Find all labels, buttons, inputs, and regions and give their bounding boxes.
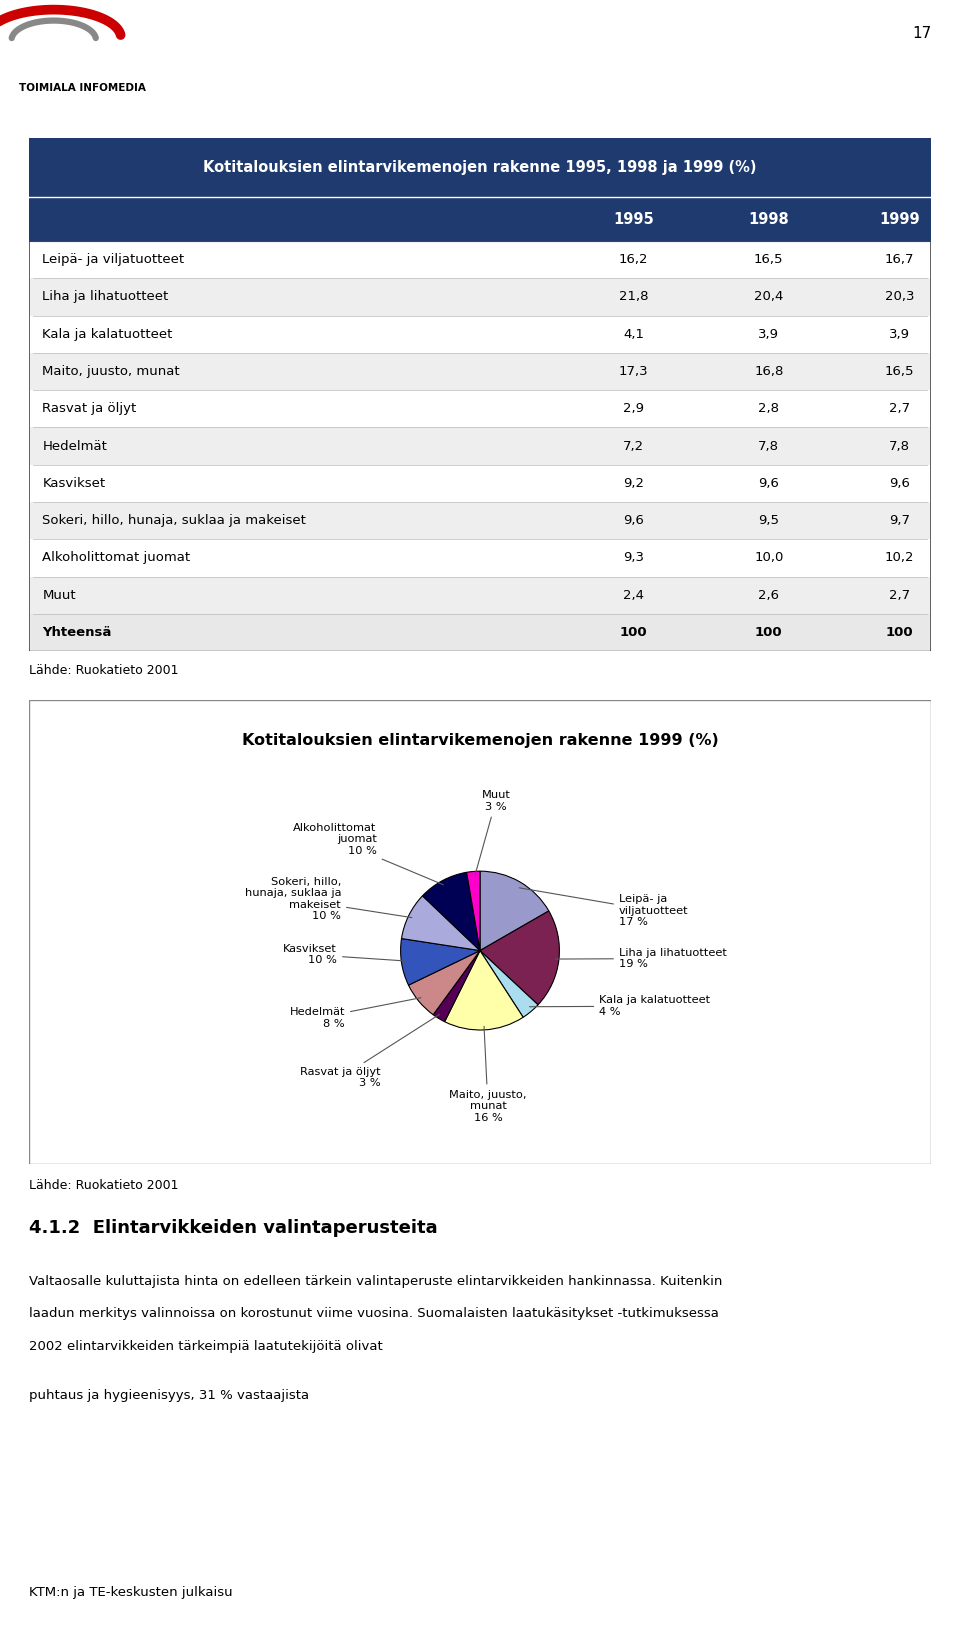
Bar: [30, 501, 930, 539]
Text: 16,8: 16,8: [755, 365, 783, 378]
Bar: [29, 138, 931, 197]
Text: Kala ja kalatuotteet: Kala ja kalatuotteet: [42, 327, 173, 340]
Text: KTM:n ja TE-keskusten julkaisu: KTM:n ja TE-keskusten julkaisu: [29, 1586, 232, 1599]
Text: 9,2: 9,2: [623, 477, 644, 490]
Text: Hedelmät
8 %: Hedelmät 8 %: [290, 998, 421, 1029]
Bar: [30, 614, 930, 651]
Text: Kala ja kalatuotteet
4 %: Kala ja kalatuotteet 4 %: [530, 995, 710, 1018]
Text: Lähde: Ruokatieto 2001: Lähde: Ruokatieto 2001: [29, 1179, 179, 1192]
Wedge shape: [480, 912, 560, 1004]
Text: Liha ja lihatuotteet
19 %: Liha ja lihatuotteet 19 %: [555, 947, 727, 969]
Text: 17,3: 17,3: [618, 365, 648, 378]
Bar: [30, 428, 930, 464]
Text: 16,2: 16,2: [618, 252, 648, 265]
Wedge shape: [401, 895, 480, 951]
Bar: [30, 278, 930, 316]
Text: 3,9: 3,9: [758, 327, 780, 340]
Text: Liha ja lihatuotteet: Liha ja lihatuotteet: [42, 290, 169, 303]
Text: Valtaosalle kuluttajista hinta on edelleen tärkein valintaperuste elintarvikkeid: Valtaosalle kuluttajista hinta on edelle…: [29, 1275, 722, 1288]
Text: 1999: 1999: [879, 212, 920, 226]
Text: 4,1: 4,1: [623, 327, 644, 340]
Text: Alkoholittomat juomat: Alkoholittomat juomat: [42, 552, 190, 565]
Bar: [30, 353, 930, 391]
Wedge shape: [480, 951, 538, 1018]
Text: Kotitalouksien elintarvikemenojen rakenne 1995, 1998 ja 1999 (%): Kotitalouksien elintarvikemenojen rakenn…: [204, 161, 756, 176]
Text: 4.1.2  Elintarvikkeiden valintaperusteita: 4.1.2 Elintarvikkeiden valintaperusteita: [29, 1218, 438, 1237]
Text: 16,7: 16,7: [885, 252, 914, 265]
Wedge shape: [444, 951, 523, 1031]
Text: 2002 elintarvikkeiden tärkeimpiä laatutekijöitä olivat: 2002 elintarvikkeiden tärkeimpiä laatute…: [29, 1340, 382, 1353]
Text: 1995: 1995: [613, 212, 654, 226]
Text: Lähde: Ruokatieto 2001: Lähde: Ruokatieto 2001: [29, 664, 179, 677]
Text: 1998: 1998: [749, 212, 789, 226]
Text: 9,3: 9,3: [623, 552, 644, 565]
Text: Rasvat ja öljyt: Rasvat ja öljyt: [42, 402, 136, 415]
Wedge shape: [409, 951, 480, 1014]
Text: 20,3: 20,3: [885, 290, 914, 303]
Text: 2,9: 2,9: [623, 402, 644, 415]
Text: 9,6: 9,6: [623, 514, 644, 527]
Text: 100: 100: [886, 627, 913, 640]
Text: Leipä- ja viljatuotteet: Leipä- ja viljatuotteet: [42, 252, 184, 265]
Text: 2,8: 2,8: [758, 402, 780, 415]
Wedge shape: [433, 951, 480, 1022]
Text: Rasvat ja öljyt
3 %: Rasvat ja öljyt 3 %: [300, 1014, 440, 1089]
Text: Sokeri, hillo, hunaja, suklaa ja makeiset: Sokeri, hillo, hunaja, suklaa ja makeise…: [42, 514, 306, 527]
Text: laadun merkitys valinnoissa on korostunut viime vuosina. Suomalaisten laatukäsit: laadun merkitys valinnoissa on korostunu…: [29, 1307, 719, 1320]
Text: 21,8: 21,8: [618, 290, 648, 303]
Text: 9,7: 9,7: [889, 514, 910, 527]
Text: Maito, juusto, munat: Maito, juusto, munat: [42, 365, 180, 378]
Text: 100: 100: [619, 627, 647, 640]
Text: Kotitalouksien elintarvikemenojen rakenne 1999 (%): Kotitalouksien elintarvikemenojen rakenn…: [242, 733, 718, 747]
Text: 10,2: 10,2: [885, 552, 914, 565]
Text: TOIMIALA INFOMEDIA: TOIMIALA INFOMEDIA: [19, 83, 146, 93]
Text: 16,5: 16,5: [885, 365, 914, 378]
Wedge shape: [422, 873, 480, 951]
Text: Kasvikset: Kasvikset: [42, 477, 106, 490]
Bar: [29, 197, 931, 241]
Text: puhtaus ja hygieenisyys, 31 % vastaajista: puhtaus ja hygieenisyys, 31 % vastaajist…: [29, 1389, 309, 1402]
Wedge shape: [467, 871, 480, 951]
Text: Hedelmät: Hedelmät: [42, 440, 108, 453]
Text: Leipä- ja
viljatuotteet
17 %: Leipä- ja viljatuotteet 17 %: [519, 887, 688, 928]
Text: Yhteensä: Yhteensä: [42, 627, 111, 640]
Text: Sokeri, hillo,
hunaja, suklaa ja
makeiset
10 %: Sokeri, hillo, hunaja, suklaa ja makeise…: [245, 876, 412, 921]
Text: 16,5: 16,5: [754, 252, 783, 265]
Text: 2,6: 2,6: [758, 589, 780, 602]
Text: 100: 100: [755, 627, 782, 640]
Text: 7,8: 7,8: [889, 440, 910, 453]
Wedge shape: [480, 871, 549, 951]
Text: 10,0: 10,0: [755, 552, 783, 565]
Text: Maito, juusto,
munat
16 %: Maito, juusto, munat 16 %: [449, 1026, 527, 1123]
Text: Alkoholittomat
juomat
10 %: Alkoholittomat juomat 10 %: [294, 822, 444, 886]
Text: 2,7: 2,7: [889, 589, 910, 602]
Text: 2,4: 2,4: [623, 589, 644, 602]
Text: Muut: Muut: [42, 589, 76, 602]
Text: Muut
3 %: Muut 3 %: [475, 790, 511, 876]
Text: 9,5: 9,5: [758, 514, 780, 527]
Bar: [30, 576, 930, 614]
Text: 7,8: 7,8: [758, 440, 780, 453]
Text: 9,6: 9,6: [889, 477, 910, 490]
Text: 7,2: 7,2: [623, 440, 644, 453]
Text: 17: 17: [912, 26, 931, 41]
Text: 3,9: 3,9: [889, 327, 910, 340]
Text: 20,4: 20,4: [755, 290, 783, 303]
Text: 2,7: 2,7: [889, 402, 910, 415]
Text: 9,6: 9,6: [758, 477, 780, 490]
Text: Kasvikset
10 %: Kasvikset 10 %: [283, 944, 405, 965]
Wedge shape: [400, 939, 480, 985]
